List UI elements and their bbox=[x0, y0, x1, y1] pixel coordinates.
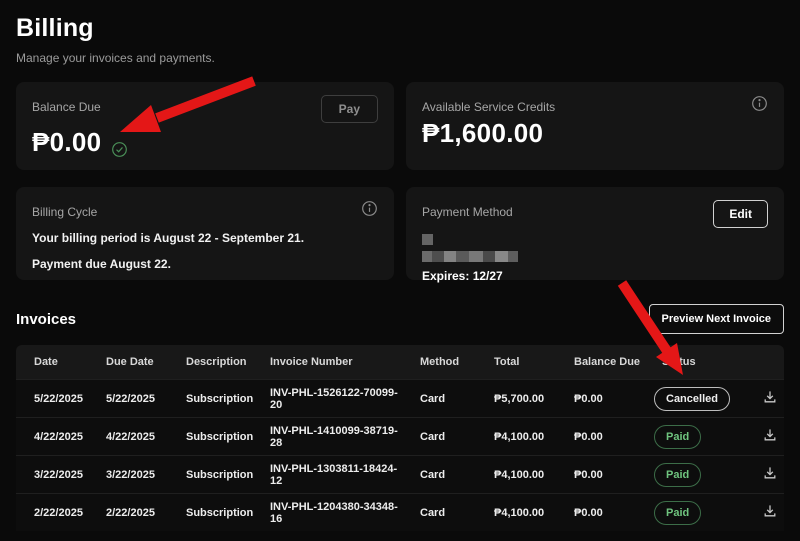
status-badge: Cancelled bbox=[654, 386, 730, 411]
cell-total: ₱4,100.00 bbox=[494, 506, 545, 519]
col-balance-due: Balance Due bbox=[574, 356, 641, 368]
col-description: Description bbox=[186, 356, 247, 368]
cell-method: Card bbox=[420, 468, 446, 481]
cell-total: ₱4,100.00 bbox=[494, 468, 545, 481]
cell-date: 5/22/2025 bbox=[34, 392, 83, 405]
col-date: Date bbox=[34, 356, 58, 368]
col-status: Status bbox=[662, 356, 696, 368]
invoices-title: Invoices bbox=[16, 310, 77, 328]
cell-date: 4/22/2025 bbox=[34, 430, 83, 443]
pay-button[interactable]: Pay bbox=[320, 95, 378, 123]
page-subtitle: Manage your invoices and payments. bbox=[16, 51, 215, 65]
cell-description: Subscription bbox=[186, 468, 254, 481]
invoices-table-header: Date Due Date Description Invoice Number… bbox=[16, 345, 784, 379]
cell-date: 2/22/2025 bbox=[34, 506, 83, 519]
cell-balance-due: ₱0.00 bbox=[574, 468, 603, 481]
download-icon bbox=[762, 465, 778, 481]
col-total: Total bbox=[494, 356, 520, 368]
summary-cards: Balance Due Pay ₱0.00 Available Service … bbox=[16, 82, 784, 283]
payment-due-text: Payment due August 22. bbox=[32, 257, 171, 271]
table-row: 3/22/2025 3/22/2025 Subscription INV-PHL… bbox=[16, 455, 784, 493]
cell-due-date: 3/22/2025 bbox=[106, 468, 155, 481]
payment-method-card: Payment Method Edit Expires: 12/27 bbox=[406, 187, 784, 283]
billing-period-text: Your billing period is August 22 - Septe… bbox=[32, 231, 305, 245]
download-invoice-button[interactable] bbox=[762, 503, 778, 519]
service-credits-value: ₱1,600.00 bbox=[422, 118, 544, 148]
cell-due-date: 4/22/2025 bbox=[106, 430, 155, 443]
cell-description: Subscription bbox=[186, 430, 254, 443]
cell-invoice-number: INV-PHL-1526122-70099-20 bbox=[270, 386, 398, 411]
info-icon[interactable] bbox=[361, 200, 378, 217]
cell-balance-due: ₱0.00 bbox=[574, 506, 603, 519]
col-method: Method bbox=[420, 356, 460, 368]
download-icon bbox=[762, 503, 778, 519]
cell-total: ₱5,700.00 bbox=[494, 392, 545, 405]
cell-due-date: 5/22/2025 bbox=[106, 392, 155, 405]
card-number-redacted bbox=[422, 251, 518, 262]
cell-balance-due: ₱0.00 bbox=[574, 430, 603, 443]
table-row: 5/22/2025 5/22/2025 Subscription INV-PHL… bbox=[16, 379, 784, 417]
cell-due-date: 2/22/2025 bbox=[106, 506, 155, 519]
cell-invoice-number: INV-PHL-1303811-18424-12 bbox=[270, 462, 398, 487]
invoices-header: Invoices Preview Next Invoice bbox=[16, 304, 784, 334]
page-title: Billing bbox=[16, 14, 94, 42]
status-badge: Paid bbox=[654, 424, 702, 449]
balance-due-label: Balance Due bbox=[32, 100, 101, 114]
service-credits-card: Available Service Credits ₱1,600.00 bbox=[406, 82, 784, 170]
download-invoice-button[interactable] bbox=[762, 465, 778, 481]
billing-cycle-card: Billing Cycle Your billing period is Aug… bbox=[16, 187, 394, 280]
invoices-table: Date Due Date Description Invoice Number… bbox=[16, 345, 784, 531]
invoices-table-body: 5/22/2025 5/22/2025 Subscription INV-PHL… bbox=[16, 379, 784, 531]
balance-due-card: Balance Due Pay ₱0.00 bbox=[16, 82, 394, 170]
billing-cycle-label: Billing Cycle bbox=[32, 205, 98, 219]
table-row: 2/22/2025 2/22/2025 Subscription INV-PHL… bbox=[16, 493, 784, 531]
download-invoice-button[interactable] bbox=[762, 389, 778, 405]
cell-date: 3/22/2025 bbox=[34, 468, 83, 481]
status-badge: Paid bbox=[654, 462, 702, 487]
col-due-date: Due Date bbox=[106, 356, 154, 368]
cell-balance-due: ₱0.00 bbox=[574, 392, 603, 405]
preview-next-invoice-button[interactable]: Preview Next Invoice bbox=[648, 304, 784, 334]
edit-payment-button[interactable]: Edit bbox=[713, 200, 768, 228]
cell-description: Subscription bbox=[186, 506, 254, 519]
cell-method: Card bbox=[420, 430, 446, 443]
download-invoice-button[interactable] bbox=[762, 427, 778, 443]
card-brand-redacted bbox=[422, 234, 433, 245]
cell-description: Subscription bbox=[186, 392, 254, 405]
check-circle-icon bbox=[111, 134, 128, 157]
download-icon bbox=[762, 389, 778, 405]
col-invoice-number: Invoice Number bbox=[270, 356, 353, 368]
payment-method-label: Payment Method bbox=[422, 205, 513, 219]
cell-method: Card bbox=[420, 392, 446, 405]
download-icon bbox=[762, 427, 778, 443]
status-badge: Paid bbox=[654, 500, 702, 525]
info-icon[interactable] bbox=[751, 95, 768, 112]
table-row: 4/22/2025 4/22/2025 Subscription INV-PHL… bbox=[16, 417, 784, 455]
balance-due-value: ₱0.00 bbox=[32, 127, 102, 157]
cell-invoice-number: INV-PHL-1410099-38719-28 bbox=[270, 424, 398, 449]
cell-method: Card bbox=[420, 506, 446, 519]
cell-total: ₱4,100.00 bbox=[494, 430, 545, 443]
card-expiry-text: Expires: 12/27 bbox=[422, 269, 503, 283]
service-credits-label: Available Service Credits bbox=[422, 100, 556, 114]
cell-invoice-number: INV-PHL-1204380-34348-16 bbox=[270, 500, 398, 525]
